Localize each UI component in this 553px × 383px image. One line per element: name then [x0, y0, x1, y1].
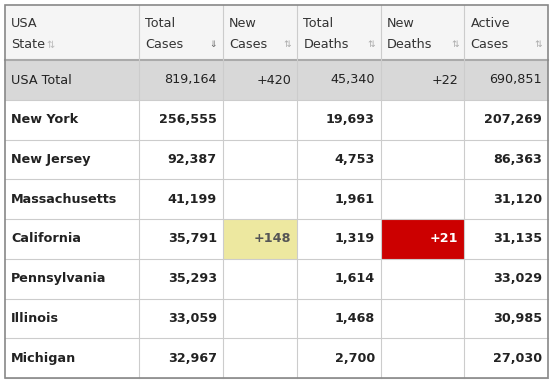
- Text: +22: +22: [432, 74, 458, 87]
- Bar: [5, 219, 548, 259]
- Text: 33,059: 33,059: [168, 312, 217, 325]
- Text: ⇅: ⇅: [46, 39, 54, 50]
- Text: 4,753: 4,753: [335, 153, 375, 166]
- Bar: [5, 179, 548, 219]
- Text: Cases: Cases: [471, 38, 509, 51]
- Text: Cases: Cases: [145, 38, 184, 51]
- Text: +21: +21: [430, 232, 458, 246]
- Text: 1,961: 1,961: [335, 193, 375, 206]
- Text: 1,614: 1,614: [335, 272, 375, 285]
- Text: 31,135: 31,135: [493, 232, 542, 246]
- Text: 31,120: 31,120: [493, 193, 542, 206]
- Text: 207,269: 207,269: [484, 113, 542, 126]
- Text: Massachusetts: Massachusetts: [11, 193, 117, 206]
- Text: State: State: [11, 38, 45, 51]
- Text: 19,693: 19,693: [326, 113, 375, 126]
- Bar: [5, 338, 548, 378]
- Text: 2,700: 2,700: [335, 352, 375, 365]
- Text: New: New: [387, 16, 415, 29]
- Text: 45,340: 45,340: [331, 74, 375, 87]
- Text: New York: New York: [11, 113, 78, 126]
- Text: New Jersey: New Jersey: [11, 153, 91, 166]
- Text: Deaths: Deaths: [304, 38, 349, 51]
- Text: 92,387: 92,387: [168, 153, 217, 166]
- Text: Cases: Cases: [229, 38, 267, 51]
- Text: 35,791: 35,791: [168, 232, 217, 246]
- Text: Active: Active: [471, 16, 510, 29]
- Bar: [5, 259, 548, 299]
- Text: 30,985: 30,985: [493, 312, 542, 325]
- Text: New: New: [229, 16, 257, 29]
- Text: +420: +420: [257, 74, 291, 87]
- Text: Michigan: Michigan: [11, 352, 76, 365]
- Text: Total: Total: [304, 16, 333, 29]
- Bar: [5, 5, 548, 60]
- Text: 32,967: 32,967: [168, 352, 217, 365]
- Text: 86,363: 86,363: [493, 153, 542, 166]
- Text: 690,851: 690,851: [489, 74, 542, 87]
- Text: USA: USA: [11, 16, 38, 29]
- Text: Total: Total: [145, 16, 175, 29]
- Text: Pennsylvania: Pennsylvania: [11, 272, 107, 285]
- Text: Illinois: Illinois: [11, 312, 59, 325]
- Text: 1,319: 1,319: [335, 232, 375, 246]
- Bar: [223, 219, 298, 259]
- Text: ⇅: ⇅: [535, 40, 542, 49]
- Text: ⇅: ⇅: [451, 40, 458, 49]
- Text: California: California: [11, 232, 81, 246]
- Bar: [5, 299, 548, 338]
- Text: 33,029: 33,029: [493, 272, 542, 285]
- Text: 256,555: 256,555: [159, 113, 217, 126]
- Text: +148: +148: [254, 232, 291, 246]
- Text: 1,468: 1,468: [335, 312, 375, 325]
- Bar: [5, 100, 548, 140]
- Text: ⇅: ⇅: [284, 40, 291, 49]
- Text: USA Total: USA Total: [11, 74, 72, 87]
- Text: 41,199: 41,199: [168, 193, 217, 206]
- Bar: [5, 60, 548, 100]
- Bar: [5, 140, 548, 179]
- Text: ⇓: ⇓: [210, 40, 217, 49]
- Text: 27,030: 27,030: [493, 352, 542, 365]
- Text: 35,293: 35,293: [168, 272, 217, 285]
- Bar: [381, 219, 465, 259]
- Text: ⇅: ⇅: [367, 40, 375, 49]
- Text: Deaths: Deaths: [387, 38, 432, 51]
- Text: 819,164: 819,164: [164, 74, 217, 87]
